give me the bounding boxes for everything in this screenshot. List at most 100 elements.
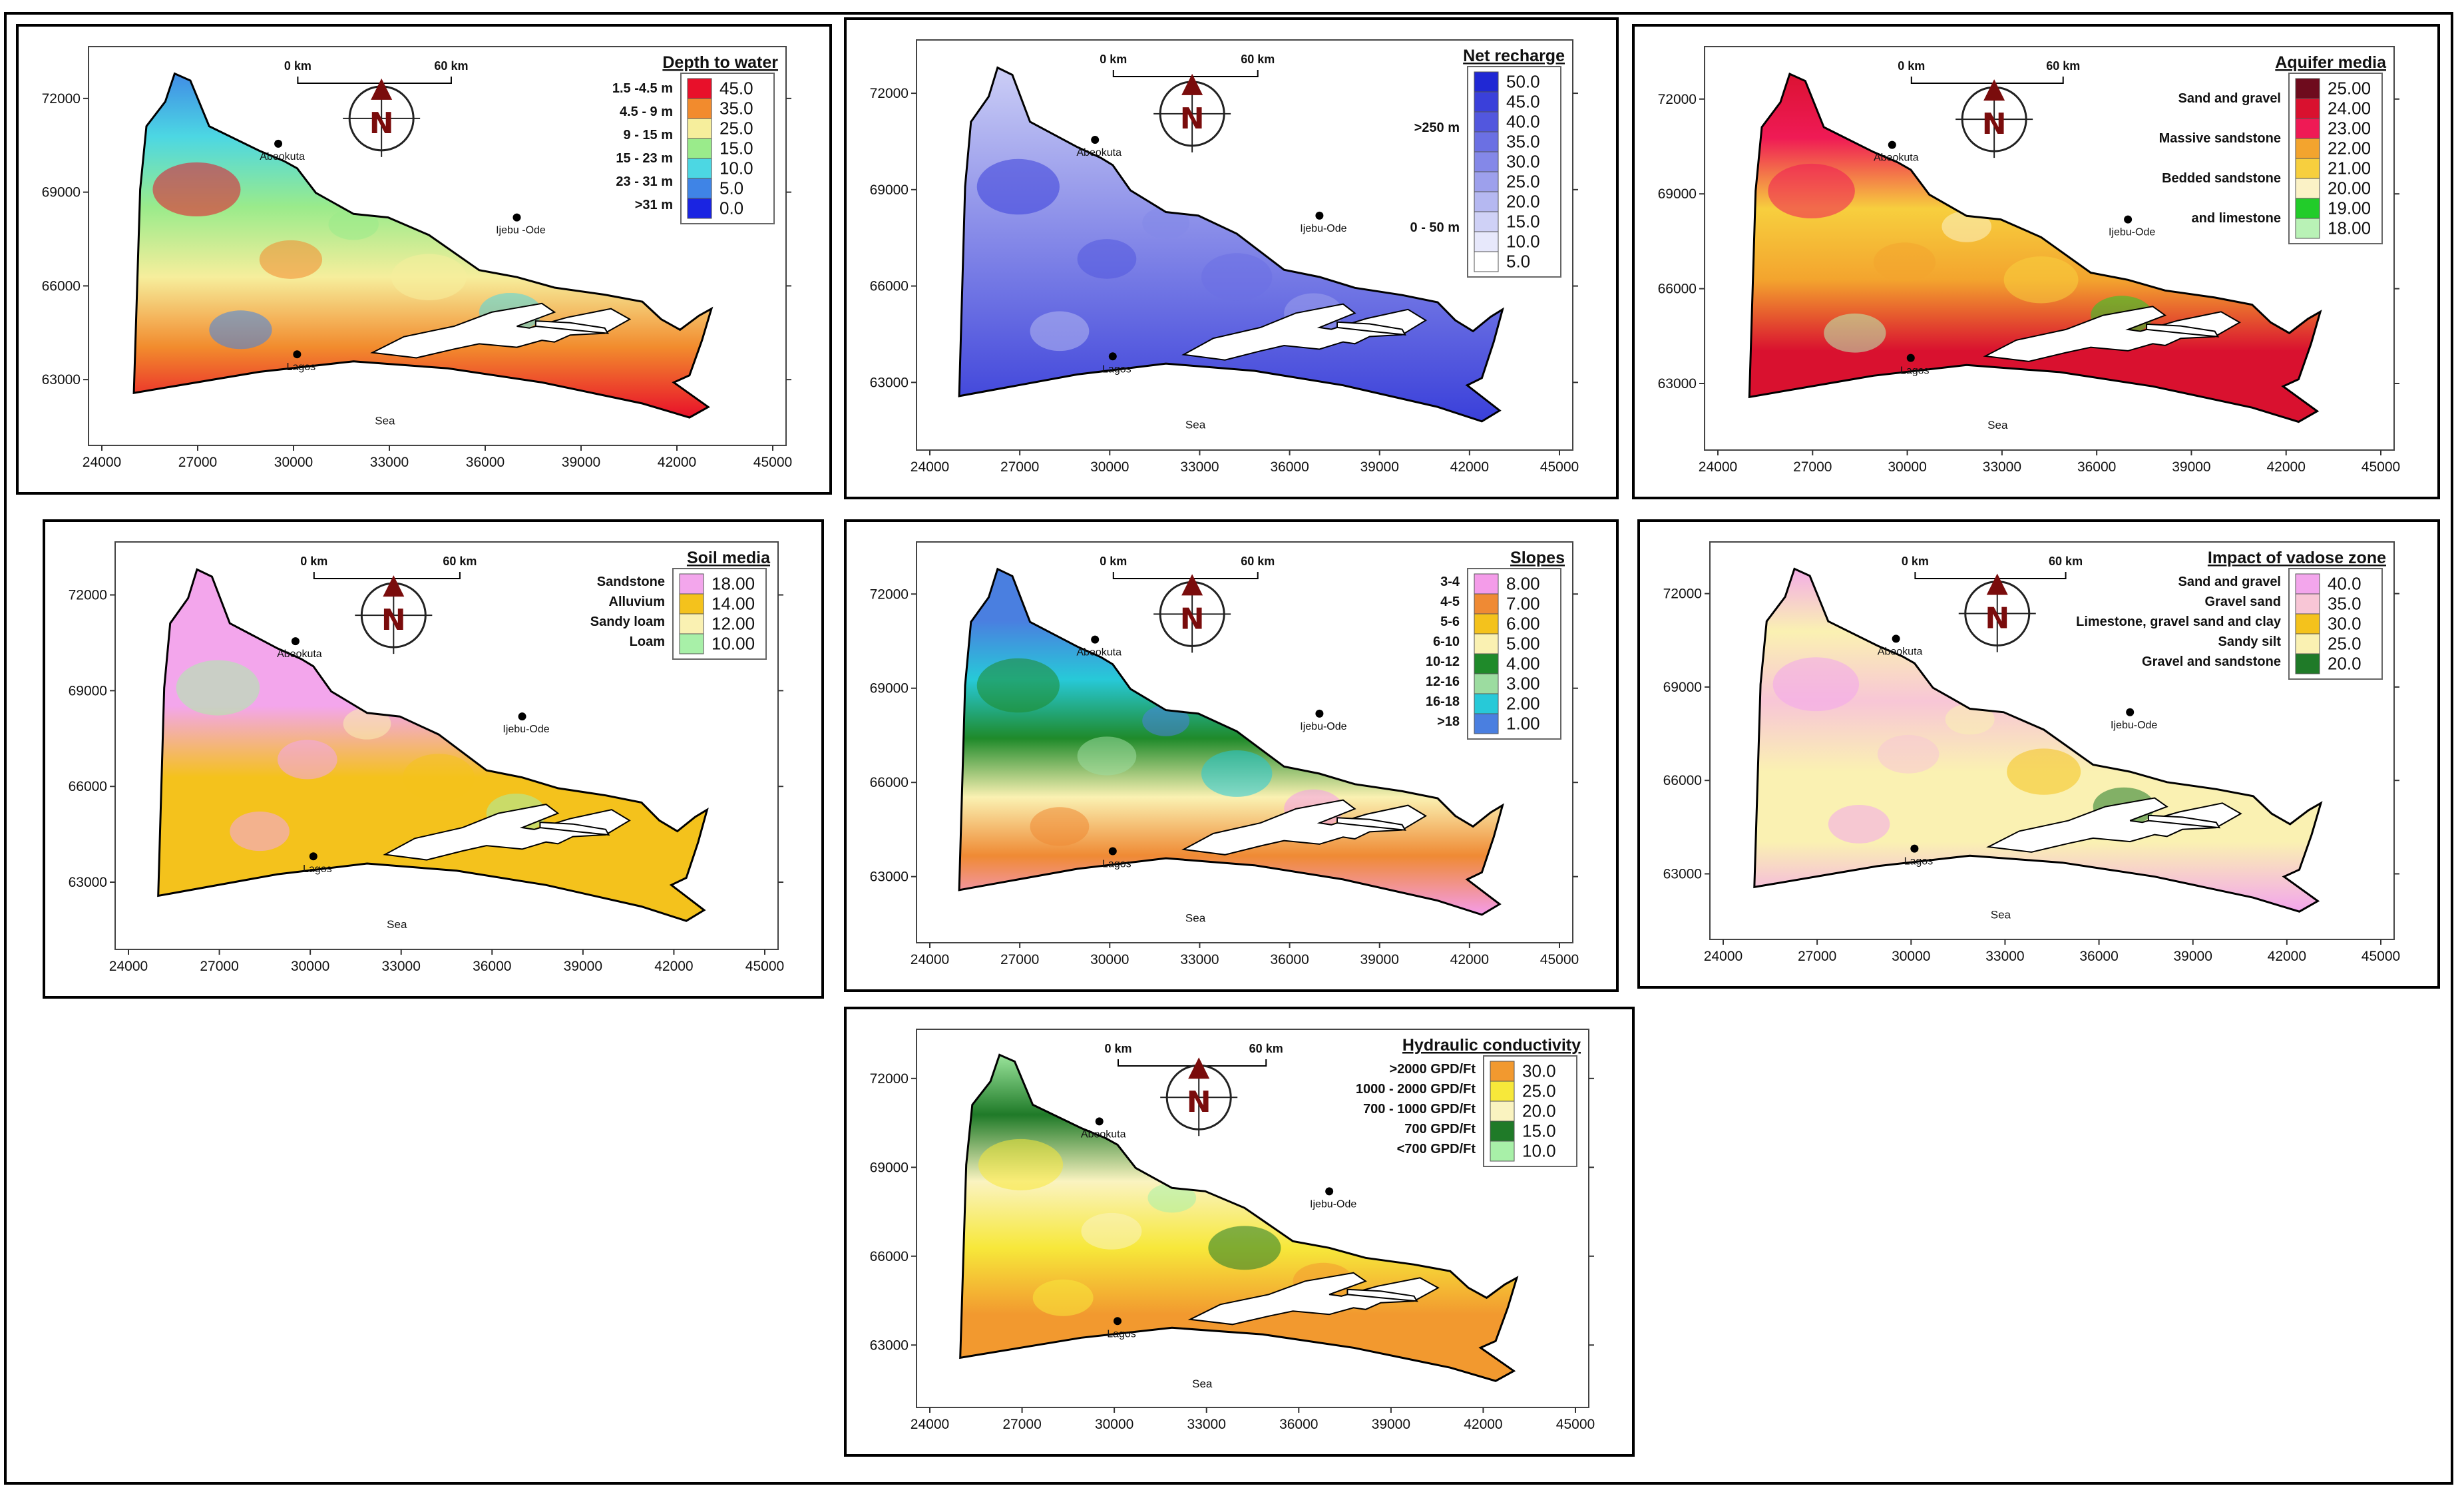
y-tick-label: 69000: [42, 185, 81, 200]
y-tick-label: 69000: [870, 1160, 909, 1175]
legend-class-label: Loam: [630, 634, 665, 649]
legend-swatch: [687, 118, 712, 139]
legend-value: 25.0: [719, 118, 753, 138]
y-tick-label: 69000: [69, 683, 107, 698]
scale-bar: [1910, 77, 2064, 84]
x-tick-label: 36000: [1270, 952, 1309, 967]
legend-swatch: [1474, 111, 1499, 132]
legend-value: 12.00: [712, 613, 755, 633]
x-tick-label: 45000: [1540, 952, 1579, 967]
x-tick-label: 30000: [1888, 459, 1926, 475]
y-tick-label: 69000: [870, 182, 909, 198]
x-tick-label: 27000: [1798, 949, 1836, 964]
city-ijebu-ode-label: Ijebu -Ode: [496, 225, 546, 236]
legend-class-label: 10-12: [1426, 654, 1460, 669]
legend-class-label: 3-4: [1440, 575, 1460, 589]
legend-value: 5.00: [1506, 633, 1540, 653]
y-tick-label: 66000: [69, 779, 107, 794]
legend-value: 15.0: [719, 138, 753, 158]
legend-class-label: >31 m: [635, 198, 673, 212]
map-title: Depth to water: [662, 53, 778, 72]
legend-swatch: [1474, 613, 1499, 634]
y-tick-label: 72000: [69, 588, 107, 603]
legend-class-label: Limestone, gravel sand and clay: [2076, 615, 2282, 629]
legend-swatch: [679, 573, 704, 595]
city-lagos-label: Lagos: [1107, 1328, 1136, 1340]
x-tick-label: 39000: [564, 959, 602, 974]
creek: [534, 320, 610, 334]
legend-swatch: [1474, 693, 1499, 714]
legend-value: 35.0: [1506, 131, 1540, 151]
city-abeokuta-label: Abeokuta: [260, 151, 305, 162]
y-tick-label: 72000: [870, 1071, 909, 1087]
city-lagos-marker: [1108, 847, 1117, 856]
city-abeokuta-marker: [274, 139, 283, 148]
legend-swatch: [2295, 198, 2320, 219]
x-tick-label: 24000: [911, 952, 949, 967]
map-title: Soil media: [687, 549, 771, 567]
legend-value: 5.0: [719, 178, 743, 198]
legend-value: 1.00: [1506, 713, 1540, 733]
city-abeokuta-label: Abeokuta: [1874, 152, 1919, 164]
map-svg-slopes: 24000 27000 30000 33000 36000 39000 42000 45000…: [870, 541, 1579, 967]
legend-swatch: [1490, 1061, 1515, 1082]
legend-value: 20.00: [2328, 178, 2371, 198]
city-abeokuta-label: Abeokuta: [1076, 647, 1122, 658]
scale-bar: [1112, 572, 1259, 579]
scale-start-label: 0 km: [1104, 1042, 1131, 1055]
legend-value: 25.0: [1506, 171, 1540, 191]
legend-class-label: Gravel sand: [2204, 595, 2281, 609]
legend-swatch: [1474, 653, 1499, 674]
legend-class-label: 12-16: [1426, 674, 1460, 689]
creek: [1336, 321, 1406, 336]
legend-class-label: 4-5: [1440, 595, 1460, 609]
x-tick-label: 45000: [2361, 949, 2400, 964]
legend-value: 20.0: [1506, 191, 1540, 211]
lagoon: [370, 302, 632, 359]
legend-swatch: [2295, 593, 2320, 615]
scale-start-label: 0 km: [1898, 59, 1925, 73]
x-tick-label: 27000: [1002, 1417, 1041, 1432]
legend-class-label: and limestone: [2192, 211, 2281, 226]
x-tick-label: 30000: [291, 959, 329, 974]
legend-class-label: Alluvium: [609, 595, 665, 609]
legend-class-label: <700 GPD/Ft: [1397, 1142, 1476, 1156]
city-lagos-marker: [293, 350, 302, 359]
legend-value: 14.00: [712, 593, 755, 613]
legend-value: 8.00: [1506, 573, 1540, 593]
city-ijebu-ode-label: Ijebu-Ode: [1310, 1198, 1356, 1210]
city-lagos-marker: [309, 852, 317, 861]
legend-value: 10.0: [1506, 231, 1540, 251]
north-letter: N: [381, 603, 406, 637]
legend-value: 20.0: [1522, 1101, 1556, 1121]
sea-label: Sea: [1987, 419, 2008, 431]
legend-swatch: [2295, 633, 2320, 654]
city-lagos-label: Lagos: [1900, 366, 1930, 377]
x-tick-label: 33000: [370, 455, 409, 470]
x-tick-label: 24000: [109, 959, 148, 974]
x-tick-label: 27000: [1793, 459, 1832, 475]
scale-end-label: 60 km: [1241, 53, 1275, 66]
map-panel-slopes: 24000 27000 30000 33000 36000 39000 42000 45000…: [844, 519, 1619, 992]
legend-value: 25.00: [2328, 78, 2371, 98]
legend-class-label: 1.5 -4.5 m: [612, 81, 673, 96]
y-tick-label: 72000: [1658, 92, 1697, 107]
legend-class-label: 15 - 23 m: [616, 151, 673, 166]
x-tick-label: 30000: [1892, 949, 1930, 964]
scale-end-label: 60 km: [443, 555, 477, 568]
lagoon: [1181, 799, 1428, 856]
y-tick-label: 63000: [870, 870, 909, 885]
y-tick-label: 66000: [42, 278, 81, 294]
x-tick-label: 36000: [473, 959, 511, 974]
legend-value: 3.00: [1506, 673, 1540, 693]
lagoon: [1187, 1272, 1440, 1326]
legend-swatch: [1474, 593, 1499, 615]
legend-value: 10.0: [719, 158, 753, 178]
north-arrow-icon: N: [355, 575, 433, 654]
creek: [2146, 323, 2220, 338]
y-tick-label: 69000: [1663, 680, 1702, 695]
map-title: Slopes: [1510, 549, 1565, 567]
x-tick-label: 33000: [1180, 952, 1219, 967]
legend-class-label: 16-18: [1426, 694, 1460, 709]
legend-swatch: [2295, 613, 2320, 634]
